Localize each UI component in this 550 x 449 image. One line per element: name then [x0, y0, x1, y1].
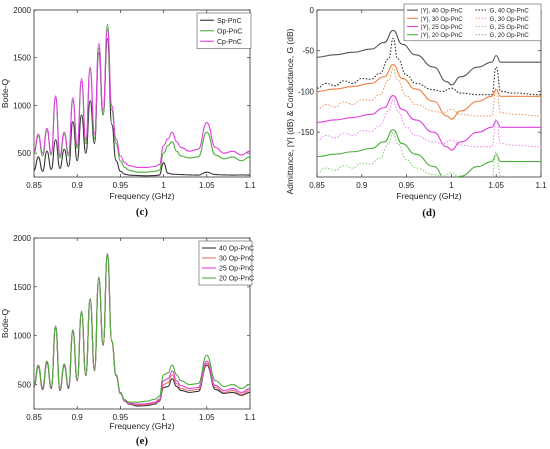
legend-label: 20 Op-PnC [219, 276, 254, 283]
legend-label: G, 30 Op-PnC [490, 16, 530, 23]
x-axis-label: Frequency (GHz) [109, 191, 174, 201]
legend-label: G, 20 Op-PnC [490, 32, 530, 39]
series-line-4 [317, 129, 541, 177]
x-tick-label: 1.05 [199, 413, 215, 422]
x-tick-label: 1 [449, 181, 454, 190]
y-tick-label: 1500 [13, 54, 31, 63]
legend-label: Sp-PnC [217, 18, 242, 25]
x-tick-label: 0.9 [356, 181, 368, 190]
legend-label: G, 40 Op-PnC [490, 8, 530, 15]
legend-label: Op-PnC [217, 28, 242, 35]
legend-box [196, 12, 252, 49]
x-tick-label: 1 [161, 181, 166, 190]
series-group [317, 29, 541, 177]
series-line-1 [34, 38, 250, 177]
x-tick-label: 1.05 [488, 181, 504, 190]
x-tick-label: 1 [161, 413, 166, 422]
x-tick-label: 1.1 [244, 413, 256, 422]
x-tick-label: 0.85 [26, 413, 42, 422]
legend-label: 40 Op-PnC [219, 246, 254, 253]
x-axis-label: Frequency (GHz) [396, 191, 461, 201]
legend: |Y|, 40 Op-PnC|Y|, 30 Op-PnC|Y|, 25 Op-P… [403, 3, 542, 42]
y-tick-label: 1500 [13, 283, 31, 292]
y-tick-label: 2000 [13, 234, 31, 243]
legend-label: G, 25 Op-PnC [490, 24, 530, 31]
legend: Sp-PnC Op-PnC Cp-PnC [196, 12, 252, 49]
series-line-8 [317, 131, 511, 177]
series-line-1 [317, 29, 541, 86]
x-tick-label: 0.9 [72, 413, 84, 422]
x-tick-label: 0.95 [113, 413, 129, 422]
series-line-6 [317, 68, 541, 117]
y-tick-label: -150 [298, 128, 315, 137]
legend-label: |Y|, 40 Op-PnC [421, 8, 463, 15]
chart-panel-c: 0.85 0.9 0.95 1 1.05 1.1 500 1000 1500 2000 Freque… [0, 6, 256, 218]
y-axis-label: Bode-Q [0, 308, 10, 338]
y-tick-label: 500 [18, 381, 32, 390]
legend-label: Cp-PnC [217, 39, 242, 46]
legend: 40 Op-PnC 30 Op-PnC 25 Op-PnC 20 Op-PnC [198, 240, 254, 286]
chart-panel-e: 0.85 0.9 0.95 1 1.05 1.1 500 1000 1500 2000 Freque… [0, 234, 256, 447]
x-tick-label: 0.85 [26, 181, 42, 190]
panel-label: (c) [136, 206, 149, 218]
y-tick-label: 2000 [13, 6, 31, 15]
y-axis-label: Admittance, |Y| (dB) & Conductance, G (d… [285, 28, 295, 194]
y-tick-label: -100 [298, 87, 315, 96]
x-tick-label: 1.05 [199, 181, 215, 190]
series-group [34, 23, 250, 177]
legend-box [403, 3, 542, 42]
series-line-4 [34, 253, 250, 403]
y-tick-label: -50 [302, 47, 314, 56]
x-tick-label: 0.9 [72, 181, 84, 190]
y-axis-label: Bode-Q [0, 78, 10, 108]
panel-label: (d) [422, 207, 436, 219]
chart-panel-d: 0.85 0.9 0.95 1 1.05 1.1 0 -50 -100 -150 Frequency… [285, 3, 547, 219]
y-tick-label: 500 [18, 149, 32, 158]
series-line-3 [34, 28, 250, 169]
series-group [34, 253, 250, 407]
series-line-5 [317, 37, 541, 96]
series-line-7 [317, 99, 541, 148]
legend-label: 30 Op-PnC [219, 256, 254, 263]
x-tick-label: 0.85 [309, 181, 325, 190]
legend-label: |Y|, 20 Op-PnC [421, 32, 463, 39]
legend-label: |Y|, 30 Op-PnC [421, 16, 463, 23]
legend-label: 25 Op-PnC [219, 266, 254, 273]
y-tick-label: 1000 [13, 101, 31, 110]
x-tick-label: 0.95 [399, 181, 415, 190]
panel-label: (e) [136, 435, 149, 447]
x-tick-label: 1.1 [244, 181, 256, 190]
legend-label: |Y|, 25 Op-PnC [421, 24, 463, 31]
x-tick-label: 0.95 [113, 181, 129, 190]
y-tick-label: 0 [310, 6, 315, 15]
y-tick-label: 1000 [13, 332, 31, 341]
x-axis-label: Frequency (GHz) [109, 421, 174, 431]
x-tick-label: 1.1 [535, 181, 547, 190]
